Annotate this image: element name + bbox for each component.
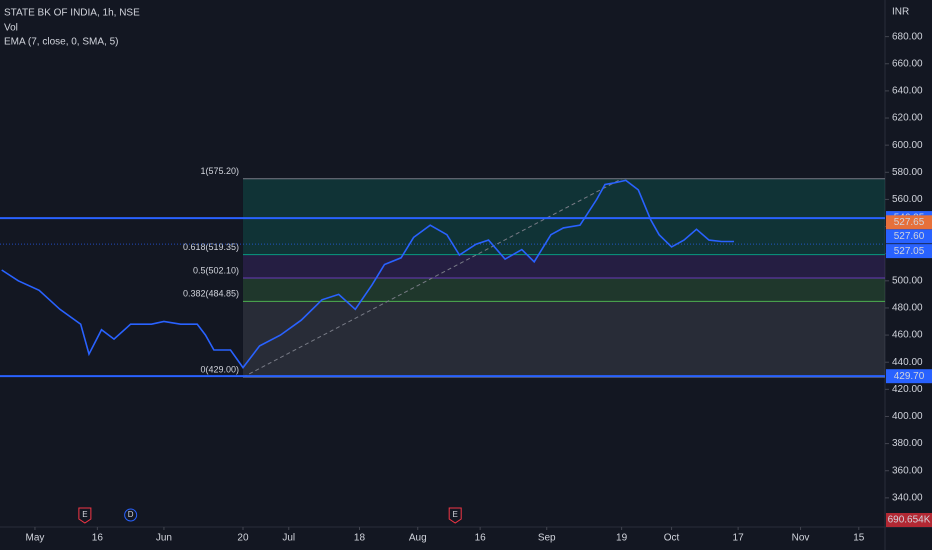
chart-title: STATE BK OF INDIA, 1h, NSE — [4, 8, 140, 19]
fib-zone — [242, 277, 886, 302]
price-line — [1, 179, 734, 369]
x-tick-label: 20 — [237, 533, 249, 544]
y-tick-label: 440.00 — [892, 357, 923, 368]
x-tick-label: 16 — [92, 533, 104, 544]
y-tick-label: 460.00 — [892, 330, 923, 341]
y-tick-label: 360.00 — [892, 465, 923, 476]
price-tag — [886, 215, 932, 230]
y-tick-label: 380.00 — [892, 438, 923, 449]
fib-trend — [242, 178, 622, 378]
price-tag-label: 429.70 — [894, 371, 925, 382]
event-marker — [124, 508, 138, 522]
x-tick-label: 19 — [616, 533, 628, 544]
price-tag-label: 527.60 — [894, 231, 925, 242]
x-tick-label: 17 — [733, 533, 745, 544]
y-tick-label: 560.00 — [892, 194, 923, 205]
x-tick-label: May — [25, 533, 44, 544]
fib-zone — [242, 254, 886, 278]
fib-label: 0.5(502.10) — [193, 265, 239, 275]
indicator-label: EMA (7, close, 0, SMA, 5) — [4, 37, 118, 48]
currency: INR — [892, 7, 909, 18]
fib-label: 1(575.20) — [200, 166, 239, 176]
y-tick-label: 680.00 — [892, 31, 923, 42]
y-tick-label: 480.00 — [892, 303, 923, 314]
event-label: D — [128, 510, 134, 519]
event-label: E — [453, 510, 458, 519]
y-tick-label: 600.00 — [892, 140, 923, 151]
fib-label: 0(429.00) — [200, 365, 239, 375]
y-tick-label: 580.00 — [892, 167, 923, 178]
x-tick-label: Sep — [538, 533, 556, 544]
event-marker — [78, 507, 92, 524]
price-tag — [886, 369, 932, 384]
x-tick-label: 18 — [354, 533, 366, 544]
volume-tag — [886, 513, 932, 527]
y-tick-label: 620.00 — [892, 113, 923, 124]
fib-zone — [242, 301, 886, 378]
x-tick-label: Jun — [156, 533, 172, 544]
y-tick-label: 400.00 — [892, 411, 923, 422]
x-tick-label: 16 — [475, 533, 487, 544]
y-tick-label: 420.00 — [892, 384, 923, 395]
fib-label: 0.618(519.35) — [183, 242, 239, 252]
x-tick-label: Aug — [409, 533, 427, 544]
price-tag-label: 527.65 — [894, 217, 925, 228]
x-tick-label: Oct — [664, 533, 680, 544]
price-tag-label: 527.05 — [894, 246, 925, 257]
price-tag — [886, 244, 932, 259]
x-tick-label: 15 — [853, 533, 865, 544]
y-tick-label: 340.00 — [892, 493, 923, 504]
y-tick-label: 500.00 — [892, 275, 923, 286]
event-marker — [448, 507, 462, 524]
volume-tag-label: 690.654K — [888, 515, 931, 526]
y-tick-label: 660.00 — [892, 58, 923, 69]
x-tick-label: Jul — [282, 533, 295, 544]
fib-label: 0.382(484.85) — [183, 289, 239, 299]
indicator-label: Vol — [4, 23, 18, 34]
fib-zone — [242, 178, 886, 255]
x-tick-label: Nov — [792, 533, 810, 544]
event-label: E — [82, 510, 87, 519]
y-tick-label: 640.00 — [892, 86, 923, 97]
price-tag — [886, 229, 932, 244]
